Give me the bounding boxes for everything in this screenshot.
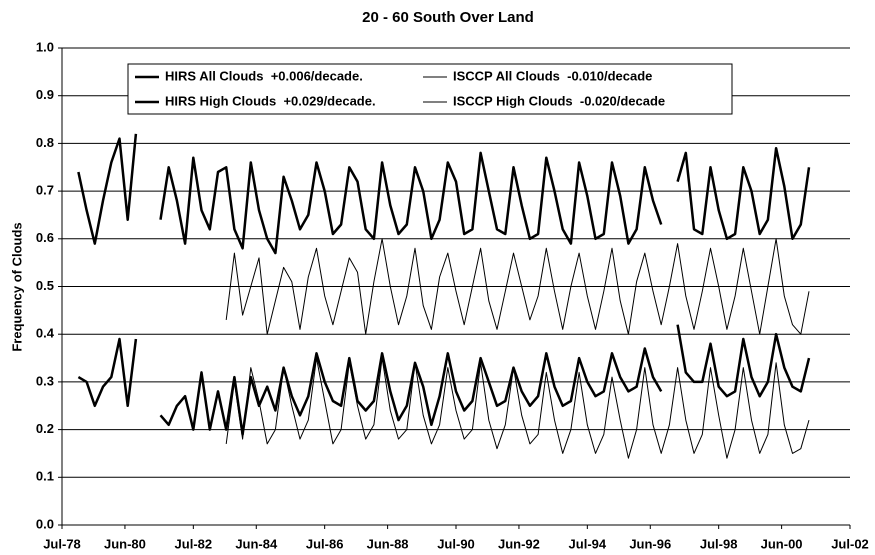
x-tick-label: Jul-86: [306, 536, 344, 551]
data-line: [225, 238, 810, 335]
x-tick-label: Jul-90: [437, 536, 475, 551]
legend-label: HIRS All Clouds +0.006/decade.: [165, 68, 363, 83]
y-tick-label: 0.5: [36, 278, 54, 293]
y-tick-label: 0.2: [36, 421, 54, 436]
chart-title: 20 - 60 South Over Land: [362, 9, 534, 26]
x-tick-label: Jul-02: [831, 536, 869, 551]
y-axis-label: Frequency of Clouds: [9, 222, 24, 351]
y-tick-label: 0.8: [36, 135, 54, 150]
y-tick-label: 0.9: [36, 87, 54, 102]
legend-label: ISCCP All Clouds -0.010/decade: [453, 68, 652, 83]
y-tick-label: 1.0: [36, 39, 54, 54]
legend-box: [127, 63, 733, 115]
x-tick-label: Jun-96: [629, 536, 671, 551]
x-tick-label: Jul-78: [43, 536, 81, 551]
x-tick-label: Jun-84: [235, 536, 278, 551]
y-tick-label: 0.4: [36, 326, 55, 341]
x-tick-label: Jul-98: [700, 536, 738, 551]
data-line: [77, 324, 811, 436]
x-tick-label: Jul-82: [175, 536, 213, 551]
legend-label: ISCCP High Clouds -0.020/decade: [453, 93, 665, 108]
y-tick-label: 0.7: [36, 183, 54, 198]
data-line: [225, 357, 810, 459]
x-tick-label: Jun-80: [104, 536, 146, 551]
x-tick-label: Jul-94: [569, 536, 607, 551]
y-tick-label: 0.6: [36, 230, 54, 245]
y-tick-label: 0.1: [36, 469, 54, 484]
x-tick-label: Jun-92: [498, 536, 540, 551]
legend-label: HIRS High Clouds +0.029/decade.: [165, 93, 376, 108]
data-line: [77, 133, 811, 255]
x-tick-label: Jun-88: [367, 536, 409, 551]
y-tick-label: 0.3: [36, 373, 54, 388]
x-tick-label: Jun-00: [761, 536, 803, 551]
y-tick-label: 0.0: [36, 516, 54, 531]
